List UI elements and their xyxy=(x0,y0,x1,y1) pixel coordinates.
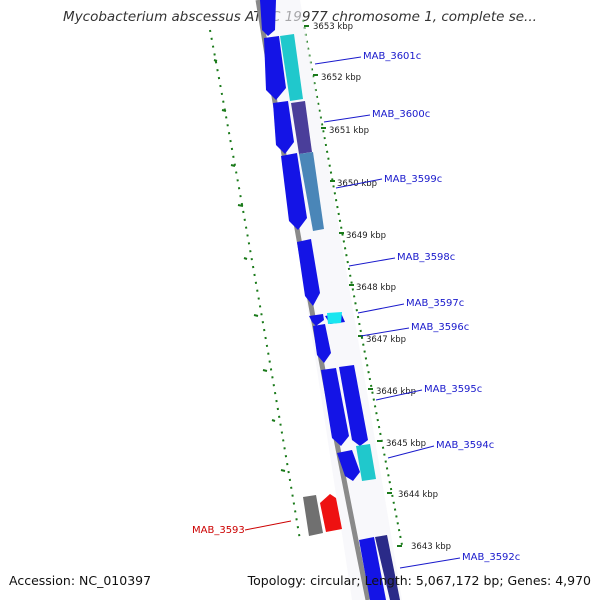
gc-content-track xyxy=(209,29,301,541)
gene-leader xyxy=(375,389,423,401)
cog-feature xyxy=(356,444,376,481)
accession-label: Accession: NC_010397 xyxy=(9,573,152,588)
gene-leader xyxy=(323,114,371,123)
gene-labels: MAB_3601c MAB_3600c MAB_3599c MAB_3598c … xyxy=(192,51,520,563)
cds-feature xyxy=(264,36,286,100)
kbp-label: 3646 kbp xyxy=(376,387,416,397)
gray-feature xyxy=(303,495,323,536)
cog-feature xyxy=(327,312,342,324)
cds-feature xyxy=(297,239,320,306)
gene-label[interactable]: MAB_3596c xyxy=(411,322,469,333)
gene-leader xyxy=(335,178,383,189)
gene-leader xyxy=(360,327,410,337)
cds-track xyxy=(260,0,386,600)
gene-label[interactable]: MAB_3593 xyxy=(192,525,245,536)
cog-feature xyxy=(291,101,312,154)
cds-feature xyxy=(273,101,294,154)
gene-label[interactable]: MAB_3599c xyxy=(384,174,442,185)
gene-leader xyxy=(244,520,292,531)
gene-leader xyxy=(399,557,461,569)
cog-feature xyxy=(299,152,324,231)
kbp-label: 3653 kbp xyxy=(313,22,353,32)
kbp-label: 3643 kbp xyxy=(411,542,451,552)
kbp-label: 3648 kbp xyxy=(356,283,396,293)
cds-feature xyxy=(375,535,400,600)
cds-feature xyxy=(337,450,360,481)
gene-label[interactable]: MAB_3594c xyxy=(436,440,494,451)
kbp-label: 3649 kbp xyxy=(346,231,386,241)
kbp-label: 3652 kbp xyxy=(321,73,361,83)
cog-track xyxy=(280,34,376,481)
gene-label[interactable]: MAB_3601c xyxy=(363,51,421,62)
cds-feature xyxy=(339,365,368,446)
gene-label[interactable]: MAB_3598c xyxy=(397,252,455,263)
gene-leaders xyxy=(244,56,461,569)
cds-feature xyxy=(313,324,331,363)
gene-label[interactable]: MAB_3592c xyxy=(462,552,520,563)
cds-feature xyxy=(309,314,324,326)
gene-leader xyxy=(387,445,435,459)
kbp-label: 3645 kbp xyxy=(386,439,426,449)
cog-feature xyxy=(280,34,303,101)
gene-leader xyxy=(348,257,396,267)
gene-label[interactable]: MAB_3597c xyxy=(406,298,464,309)
rna-feature xyxy=(320,494,342,532)
cds-feature xyxy=(359,537,386,600)
cds-feature xyxy=(281,153,307,230)
cds-feature xyxy=(260,0,276,36)
genome-summary: Topology: circular; Length: 5,067,172 bp… xyxy=(247,573,591,588)
gene-label[interactable]: MAB_3600c xyxy=(372,109,430,120)
kbp-ticks xyxy=(304,25,402,547)
kbp-label: 3651 kbp xyxy=(329,126,369,136)
kbp-label: 3644 kbp xyxy=(398,490,438,500)
gene-leader xyxy=(314,56,362,65)
gene-label[interactable]: MAB_3595c xyxy=(424,384,482,395)
cds-feature xyxy=(321,368,349,446)
kbp-label: 3647 kbp xyxy=(366,335,406,345)
gc-content-peaks xyxy=(213,59,286,472)
rna-track xyxy=(303,494,342,536)
gene-leader xyxy=(357,303,405,314)
